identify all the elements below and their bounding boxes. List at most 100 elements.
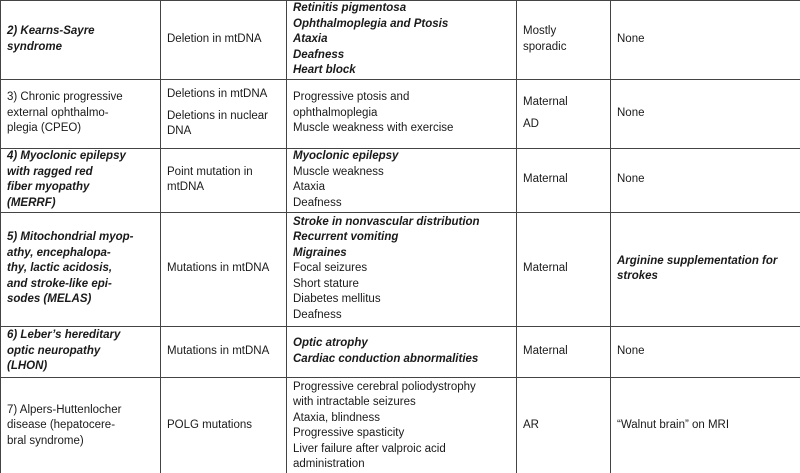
- cell-text: Ataxia: [293, 181, 325, 193]
- cell-text: Progressive spasticity: [293, 427, 405, 439]
- cell-text: Retinitis pigmentosa: [293, 2, 407, 14]
- cell-block: Maternal: [523, 172, 604, 188]
- cell-text: (MERRF): [7, 196, 56, 209]
- cell-block: Progressive cerebral poliodystrophy with …: [293, 380, 510, 473]
- cell-text: (LHON): [7, 360, 48, 373]
- cell-text: Recurrent vomiting: [293, 231, 399, 244]
- cell-text: Maternal: [523, 262, 568, 275]
- cell-block: 4) Myoclonic epilepsy with ragged red fibe…: [7, 149, 154, 211]
- cell-text: Mutations in mtDNA: [167, 262, 270, 275]
- cell-text: and stroke-like epi-: [7, 277, 112, 290]
- cell-text: AR: [523, 419, 539, 432]
- cell-text: sodes (MELAS): [7, 293, 92, 306]
- cell-text: Cardiac conduction abnormalities: [293, 352, 479, 365]
- inheritance-cell: Maternal: [516, 325, 611, 378]
- cell-block: Progressive ptosis and ophthalmoplegia Mus…: [293, 90, 510, 137]
- cell-text: Progressive cerebral poliodystrophy: [293, 380, 476, 393]
- cell-text: None: [617, 33, 645, 45]
- cell-text: None: [617, 173, 645, 186]
- cell-text: Muscle weakness: [293, 165, 384, 178]
- genetics-cell: POLG mutations: [160, 376, 287, 473]
- cell-text: Deafness: [293, 48, 345, 61]
- cell-text: 5) Mitochondrial myop-: [7, 231, 134, 244]
- cell-text: Arginine supplementation for: [617, 254, 778, 267]
- features-cell: Progressive cerebral poliodystrophy with …: [286, 376, 517, 473]
- cell-block: Stroke in nonvascular distribution Recurr…: [293, 215, 510, 324]
- disease-cell: 2) Kearns-Sayre syndrome: [0, 0, 161, 80]
- cell-block: 6) Leber’s hereditary optic neuropathy (LH…: [7, 328, 154, 375]
- cell-text: AD: [523, 117, 539, 130]
- cell-text: Liver failure after valproic acid: [293, 442, 446, 455]
- treatment-cell: None: [610, 147, 800, 213]
- cell-text: Short stature: [293, 277, 359, 290]
- cell-block: None: [617, 172, 794, 188]
- cell-text: external ophthalmo-: [7, 106, 109, 119]
- table-row: 5) Mitochondrial myop-athy, encephalopa-…: [0, 211, 800, 327]
- treatment-cell: “Walnut brain” on MRI: [610, 376, 800, 473]
- treatment-cell: None: [610, 0, 800, 80]
- genetics-cell: Mutations in mtDNA: [160, 325, 287, 378]
- cell-text: Point mutation in: [167, 165, 253, 178]
- cell-block: 5) Mitochondrial myop-athy, encephalopa-…: [7, 230, 154, 308]
- inheritance-cell: Maternal: [516, 211, 611, 327]
- cell-text: Muscle weakness with exercise: [293, 122, 454, 135]
- cell-text: Optic atrophy: [293, 337, 368, 349]
- cell-text: sporadic: [523, 40, 567, 53]
- table-row: 2) Kearns-Sayre syndrome Deletion in mtDNA…: [0, 0, 800, 80]
- cell-text: 4) Myoclonic epilepsy: [7, 150, 126, 162]
- cell-block: None: [617, 32, 794, 48]
- cell-text: administration: [293, 458, 365, 470]
- cell-text: mtDNA: [167, 181, 205, 193]
- cell-block: POLG mutations: [167, 418, 280, 434]
- cell-text: Heart block: [293, 64, 356, 76]
- cell-block: Maternal: [523, 95, 604, 111]
- cell-block: AR: [523, 418, 604, 434]
- cell-block: 2) Kearns-Sayre syndrome: [7, 24, 154, 55]
- cell-text: Deletions in mtDNA: [167, 88, 268, 101]
- genetics-cell: Deletion in mtDNA: [160, 0, 287, 80]
- cell-block: “Walnut brain” on MRI: [617, 418, 794, 434]
- features-cell: Progressive ptosis and ophthalmoplegia Mus…: [286, 78, 517, 149]
- cell-text: disease (hepatocere-: [7, 419, 116, 432]
- cell-text: Deafness: [293, 196, 342, 209]
- inheritance-cell: Maternal: [516, 147, 611, 213]
- cell-text: with ragged red: [7, 165, 93, 178]
- cell-text: Ataxia: [293, 33, 328, 45]
- cell-text: plegia (CPEO): [7, 122, 82, 135]
- cell-text: bral syndrome): [7, 434, 84, 447]
- cell-text: Mutations in mtDNA: [167, 344, 270, 357]
- cell-block: Deletion in mtDNA: [167, 32, 280, 48]
- features-cell: Stroke in nonvascular distribution Recurr…: [286, 211, 517, 327]
- table-row: 3) Chronic progressive external ophthalmo…: [0, 78, 800, 149]
- cell-text: Mostly: [523, 25, 557, 38]
- table-row: 4) Myoclonic epilepsy with ragged red fibe…: [0, 147, 800, 213]
- disease-cell: 5) Mitochondrial myop-athy, encephalopa-…: [0, 211, 161, 327]
- cell-block: Deletions in nuclear DNA: [167, 109, 280, 140]
- cell-block: Maternal: [523, 261, 604, 277]
- inheritance-cell: AR: [516, 376, 611, 473]
- cell-text: thy, lactic acidosis,: [7, 262, 113, 275]
- disease-cell: 6) Leber’s hereditary optic neuropathy (LH…: [0, 325, 161, 378]
- cell-text: Ataxia, blindness: [293, 411, 380, 424]
- cell-text: optic neuropathy: [7, 344, 101, 357]
- inheritance-cell: Maternal AD: [516, 78, 611, 149]
- cell-block: Mutations in mtDNA: [167, 344, 280, 360]
- cell-text: Deletions in nuclear: [167, 109, 269, 122]
- genetics-cell: Point mutation in mtDNA: [160, 147, 287, 213]
- inheritance-cell: Mostly sporadic: [516, 0, 611, 80]
- cell-text: athy, encephalopa-: [7, 246, 111, 259]
- cell-text: 7) Alpers-Huttenlocher: [7, 403, 122, 416]
- cell-block: Mutations in mtDNA: [167, 261, 280, 277]
- cell-text: None: [617, 344, 645, 357]
- cell-block: Retinitis pigmentosa Ophthalmoplegia and …: [293, 1, 510, 78]
- cell-text: 3) Chronic progressive: [7, 91, 123, 104]
- cell-text: Maternal: [523, 344, 568, 357]
- cell-text: None: [617, 106, 645, 119]
- cell-text: Migraines: [293, 246, 347, 259]
- cell-block: None: [617, 106, 794, 122]
- cell-text: Myoclonic epilepsy: [293, 150, 399, 162]
- cell-text: Maternal: [523, 96, 568, 108]
- features-cell: Retinitis pigmentosa Ophthalmoplegia and …: [286, 0, 517, 80]
- cell-text: Ophthalmoplegia and Ptosis: [293, 17, 449, 30]
